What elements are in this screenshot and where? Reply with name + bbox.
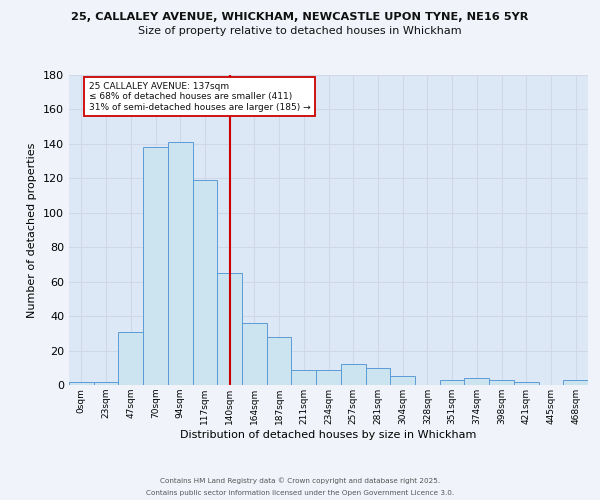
Bar xyxy=(143,148,168,385)
Bar xyxy=(563,380,588,385)
Bar xyxy=(168,142,193,385)
Bar xyxy=(341,364,365,385)
Bar xyxy=(390,376,415,385)
Bar xyxy=(292,370,316,385)
Text: Size of property relative to detached houses in Whickham: Size of property relative to detached ho… xyxy=(138,26,462,36)
Bar xyxy=(316,370,341,385)
Bar xyxy=(193,180,217,385)
X-axis label: Distribution of detached houses by size in Whickham: Distribution of detached houses by size … xyxy=(181,430,476,440)
Bar xyxy=(94,382,118,385)
Bar xyxy=(118,332,143,385)
Bar xyxy=(365,368,390,385)
Y-axis label: Number of detached properties: Number of detached properties xyxy=(28,142,37,318)
Bar xyxy=(242,323,267,385)
Bar xyxy=(267,337,292,385)
Bar xyxy=(440,380,464,385)
Bar xyxy=(514,382,539,385)
Bar xyxy=(489,380,514,385)
Text: 25, CALLALEY AVENUE, WHICKHAM, NEWCASTLE UPON TYNE, NE16 5YR: 25, CALLALEY AVENUE, WHICKHAM, NEWCASTLE… xyxy=(71,12,529,22)
Bar xyxy=(217,273,242,385)
Text: 25 CALLALEY AVENUE: 137sqm
≤ 68% of detached houses are smaller (411)
31% of sem: 25 CALLALEY AVENUE: 137sqm ≤ 68% of deta… xyxy=(89,82,310,112)
Bar xyxy=(69,382,94,385)
Text: Contains HM Land Registry data © Crown copyright and database right 2025.: Contains HM Land Registry data © Crown c… xyxy=(160,478,440,484)
Bar xyxy=(464,378,489,385)
Text: Contains public sector information licensed under the Open Government Licence 3.: Contains public sector information licen… xyxy=(146,490,454,496)
